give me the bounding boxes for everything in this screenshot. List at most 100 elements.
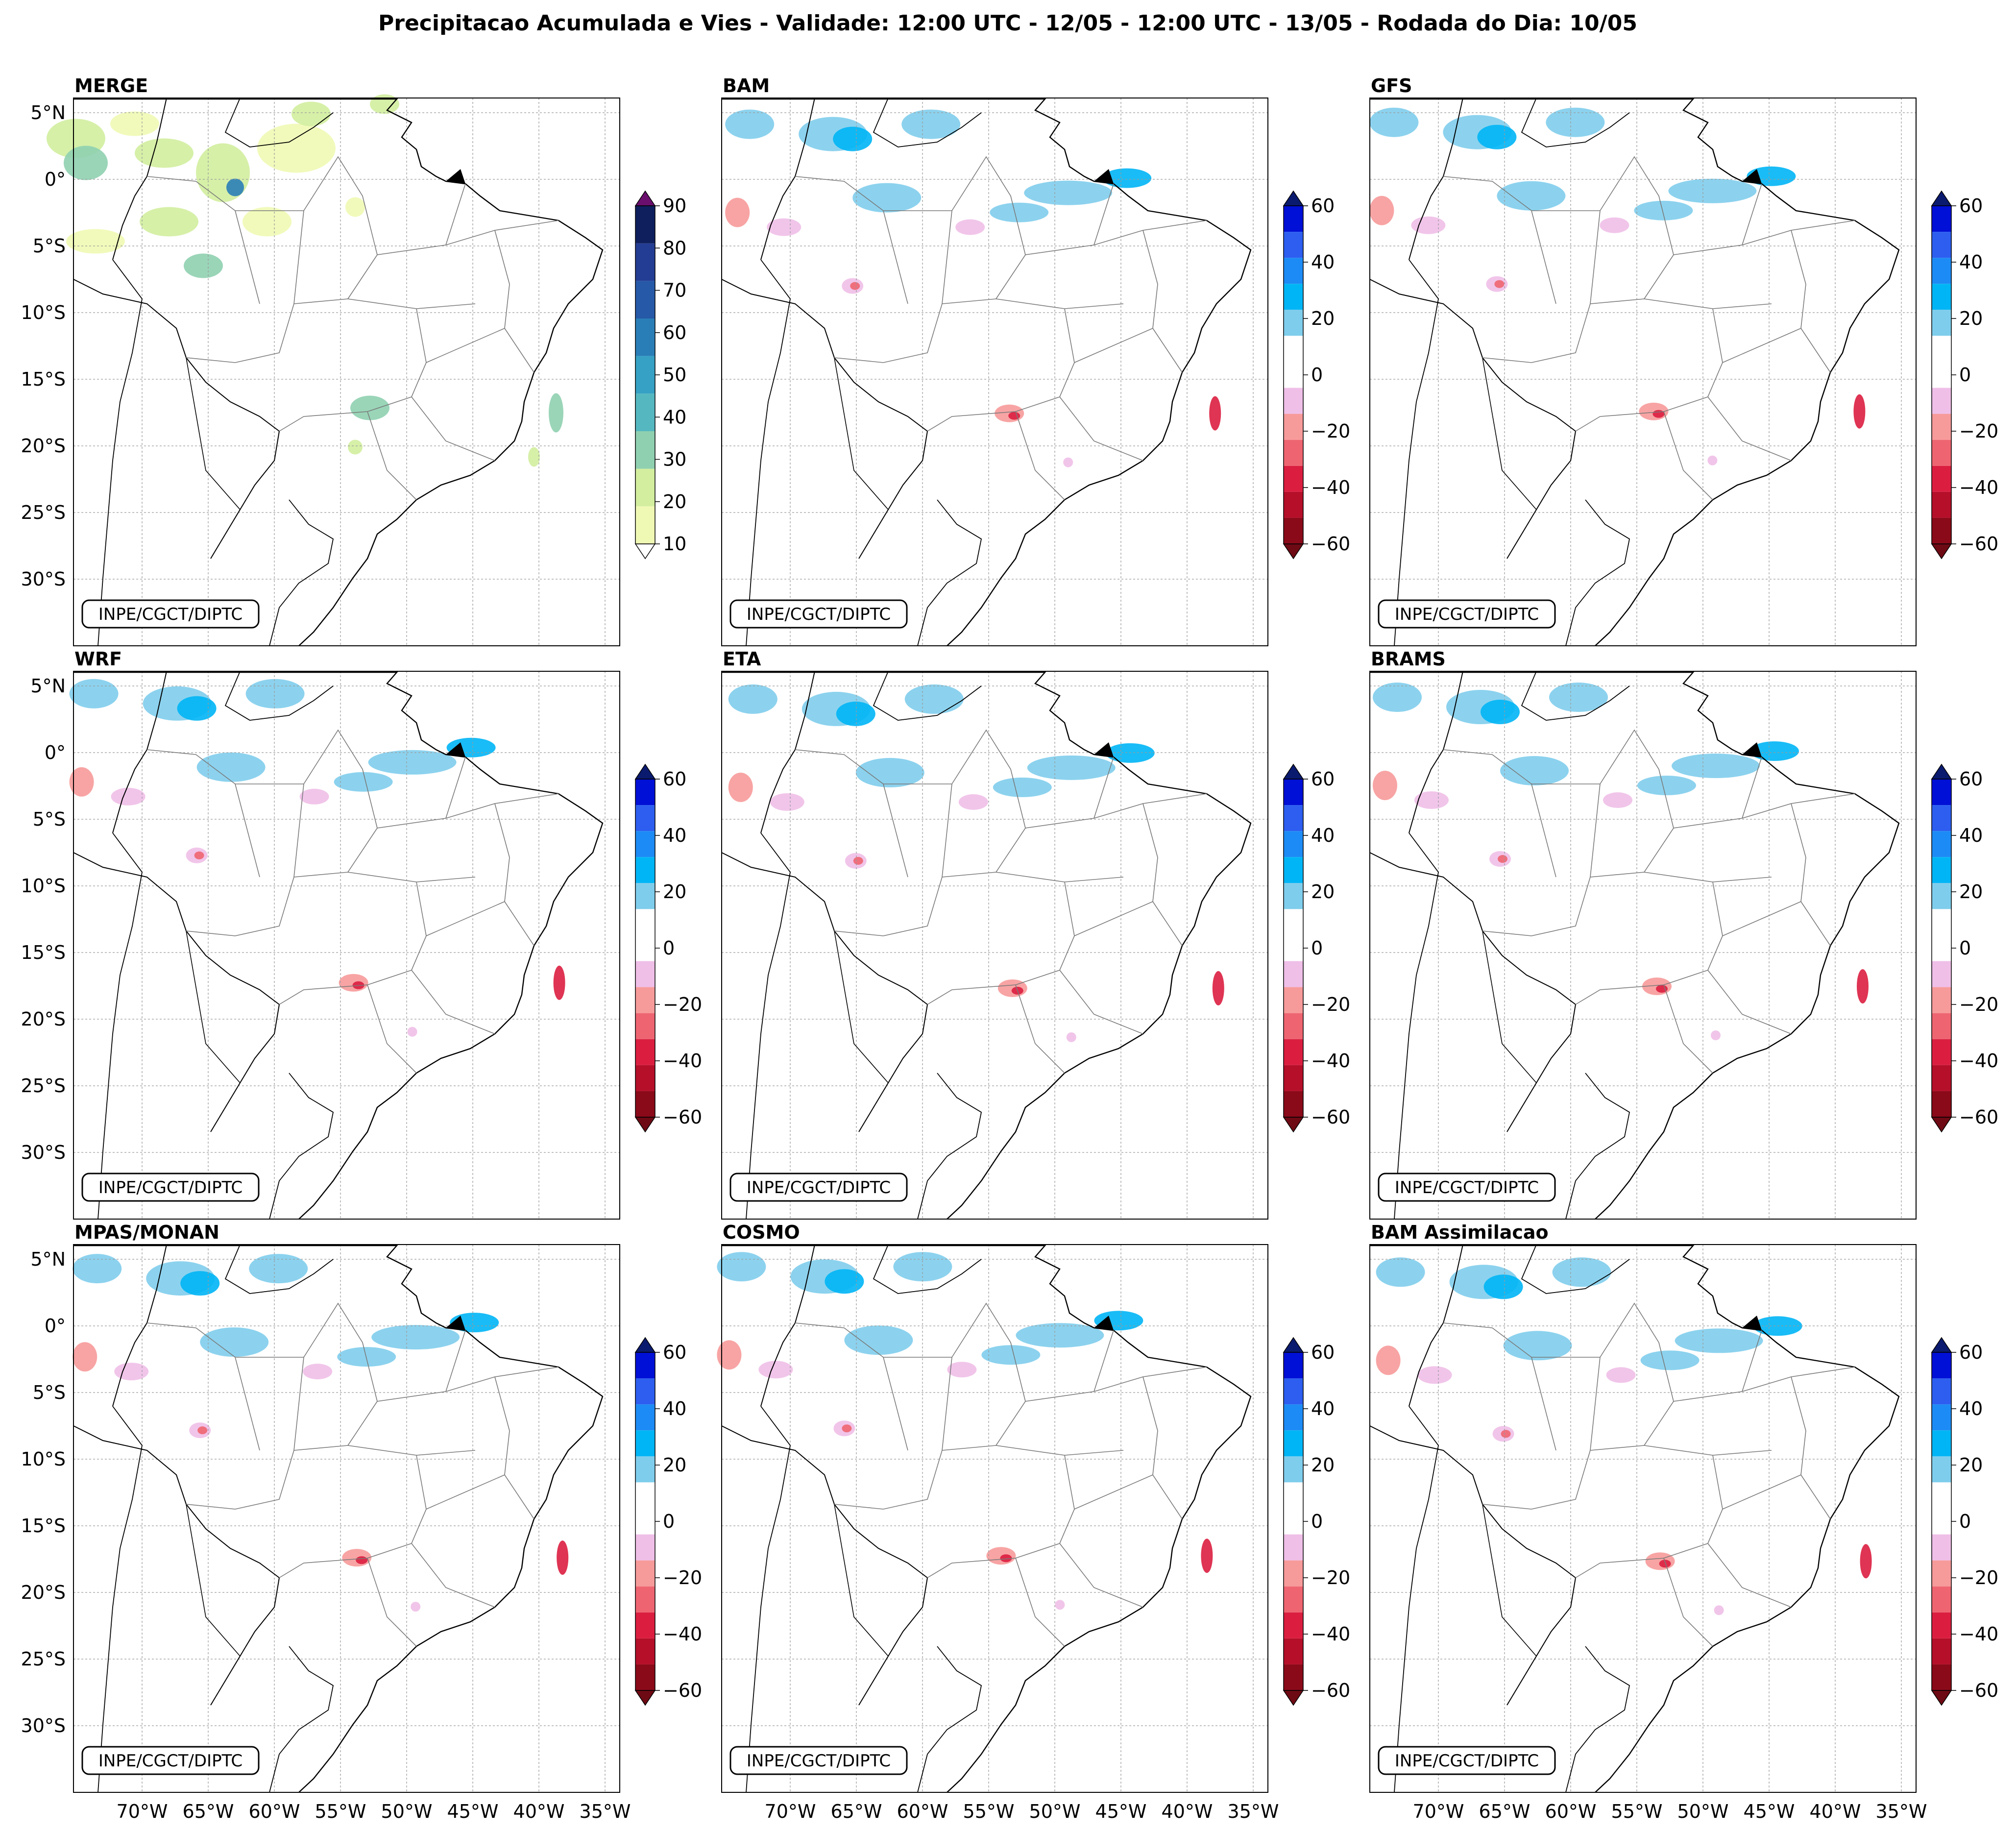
field-patch <box>110 111 159 136</box>
field-patch <box>135 138 194 168</box>
colorbar-tick-label: 20 <box>1959 308 1983 329</box>
field-patch <box>1714 1605 1724 1615</box>
map-frame <box>73 671 620 1220</box>
field-patch <box>758 1361 793 1379</box>
colorbar-tick-label: −60 <box>1311 533 1350 555</box>
field-patch <box>1634 200 1693 220</box>
lon-tick-label: 60°W <box>249 1801 300 1822</box>
credit-label: INPE/CGCT/DIPTC <box>1395 1178 1539 1198</box>
colorbar-tick-label: −40 <box>1959 1623 1998 1645</box>
colorbar-segment <box>1284 805 1303 831</box>
colorbar-segment <box>1284 1534 1303 1561</box>
map-background <box>1370 1245 1916 1792</box>
colorbar-segment <box>1284 362 1303 388</box>
colorbar-segment <box>635 1560 655 1587</box>
colorbar-segment <box>1284 440 1303 466</box>
colorbar-tick-label: 40 <box>663 825 686 846</box>
field-patch <box>200 1327 269 1357</box>
colorbar-segment <box>1932 1560 1951 1587</box>
colorbar-tick-label: −20 <box>1959 994 1998 1015</box>
colorbar-tick-label: 0 <box>1959 1511 1971 1532</box>
colorbar-tick-label: 40 <box>663 1398 686 1419</box>
field-patch <box>947 1362 977 1378</box>
field-patch <box>1027 755 1116 780</box>
field-patch <box>1102 168 1152 188</box>
colorbar-segment <box>1284 258 1303 284</box>
colorbar-segment <box>1284 284 1303 310</box>
field-patch <box>1373 771 1397 800</box>
map-frame <box>1369 1244 1917 1793</box>
lon-tick-label: 60°W <box>1545 1801 1597 1822</box>
colorbar-segment <box>635 831 655 857</box>
colorbar-tick-label: 60 <box>663 768 686 790</box>
field-patch <box>243 207 291 237</box>
lat-tick-label: 0° <box>45 742 66 763</box>
colorbar-segment <box>1284 909 1303 935</box>
field-patch <box>844 1325 913 1355</box>
colorbar-segment <box>1284 336 1303 362</box>
field-patch <box>1105 743 1155 763</box>
lat-tick-label: 15°S <box>21 942 66 963</box>
lat-tick-label: 25°S <box>21 1648 66 1670</box>
field-patch <box>1675 1328 1763 1353</box>
colorbar-segment <box>635 431 655 469</box>
field-patch <box>348 440 363 455</box>
colorbar-segment <box>1284 857 1303 883</box>
colorbar-tick-label: 60 <box>1959 768 1983 790</box>
lon-tick-label: 40°W <box>513 1801 565 1822</box>
map-panel: GFS INPE/CGCT/DIPTC 60 40 20 0 −20 −40 −60 <box>1369 75 1998 647</box>
colorbar-segment <box>1284 1039 1303 1065</box>
field-patch <box>1481 700 1520 724</box>
field-patch <box>1008 412 1020 420</box>
colorbar-tick-label: 20 <box>1959 881 1983 903</box>
colorbar-tick-label: 50 <box>663 364 686 386</box>
field-patch <box>1209 396 1221 431</box>
colorbar-under-triangle <box>1931 543 1952 560</box>
panel-title: WRF <box>74 648 122 670</box>
colorbar-tick-label: −20 <box>663 994 702 1015</box>
colorbar-segment <box>1932 935 1951 961</box>
colorbar-segment <box>1932 1508 1951 1535</box>
colorbar-tick-label: −20 <box>1311 420 1350 442</box>
colorbar-under-triangle <box>634 1117 656 1133</box>
field-patch <box>371 1325 460 1350</box>
field-patch <box>1497 181 1566 211</box>
field-patch <box>1477 124 1517 149</box>
field-patch <box>728 684 777 714</box>
bias-colorbar: 60 40 20 0 −20 −40 −60 <box>1283 763 1350 1133</box>
colorbar-segment <box>1932 336 1951 362</box>
lat-tick-label: 20°S <box>21 435 66 457</box>
field-patch <box>1603 792 1632 808</box>
colorbar-segment <box>1284 388 1303 414</box>
colorbar-segment <box>1932 779 1951 806</box>
field-patch <box>69 767 94 797</box>
map-panel: COSMO INPE/CGCT/DIPTC 70°W 65°W 60°W 55°W 50°W… <box>717 1222 1350 1822</box>
colorbar-tick-label: 20 <box>1311 1454 1335 1476</box>
lat-tick-label: 30°S <box>21 1715 66 1736</box>
colorbar-tick-label: 20 <box>1959 1454 1983 1476</box>
colorbar-segment <box>635 1013 655 1039</box>
colorbar-segment <box>1284 232 1303 258</box>
lon-tick-label: 45°W <box>1095 1801 1147 1822</box>
field-patch <box>114 1363 149 1381</box>
map-frame <box>721 98 1268 646</box>
panel-grid: MERGE INPE/CGCT/DIPTC 5°N 0° 5°S 10°S 15°S 20°S… <box>21 75 1999 1822</box>
colorbar-segment <box>1932 909 1951 935</box>
lon-tick-label: 60°W <box>897 1801 948 1822</box>
colorbar-under-triangle <box>1931 1690 1952 1706</box>
colorbar-segment <box>1932 440 1951 466</box>
colorbar-tick-label: 0 <box>663 937 675 959</box>
field-patch <box>1652 410 1665 418</box>
colorbar-over-triangle <box>1931 763 1952 780</box>
colorbar-tick-label: −60 <box>663 1106 702 1128</box>
map-background <box>722 1245 1268 1792</box>
field-patch <box>370 94 399 114</box>
field-patch <box>728 772 753 802</box>
colorbar-under-triangle <box>1283 1117 1304 1133</box>
colorbar-segment <box>1284 1430 1303 1457</box>
lon-tick-label: 40°W <box>1810 1801 1861 1822</box>
colorbar-over-triangle <box>634 763 656 780</box>
field-patch <box>111 787 146 806</box>
colorbar-tick-label: −60 <box>1959 533 1998 555</box>
colorbar-segment <box>635 1508 655 1535</box>
